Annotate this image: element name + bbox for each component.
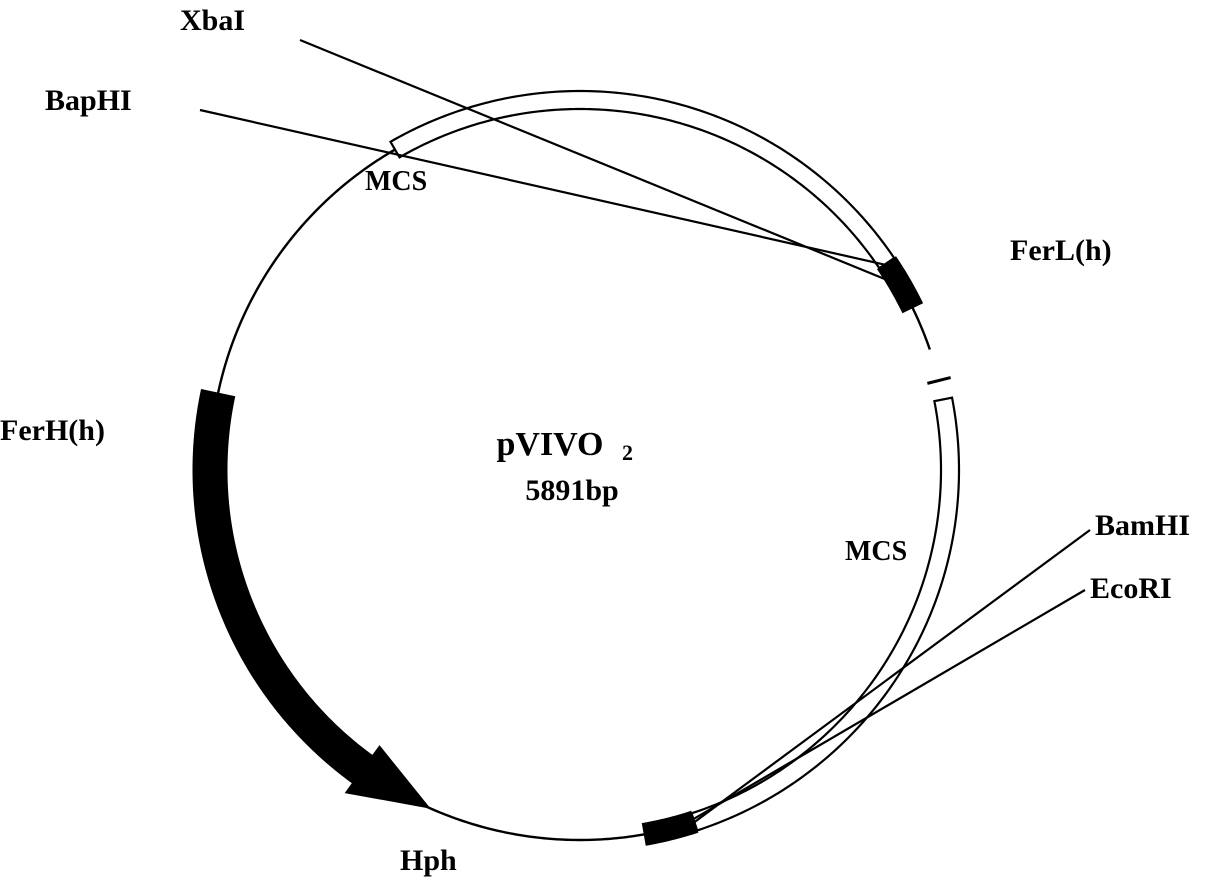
plasmid-map: FerL(h) MCS Hph FerH(h) MCS XbaI BapHI BamHI Eco…	[0, 0, 1218, 887]
callout-label-BapHI: BapHI	[45, 84, 132, 117]
callout-line-BamHI	[672, 530, 1090, 839]
feature-MCS2	[642, 811, 697, 845]
feature-FerL	[692, 398, 959, 831]
label-MCS1: MCS	[365, 166, 427, 197]
label-FerH: FerH(h)	[0, 414, 105, 447]
label-FerL: FerL(h)	[1010, 234, 1112, 267]
origin-tick	[927, 378, 950, 384]
callout-label-XbaI: XbaI	[180, 4, 245, 37]
feature-Hph	[193, 390, 430, 808]
plasmid-size: 5891bp	[525, 474, 618, 507]
callout-label-BamHI: BamHI	[1095, 509, 1190, 542]
label-MCS2: MCS	[845, 536, 907, 567]
plasmid-title: pVIVO 25891bp	[496, 426, 633, 507]
callout-line-BapHI	[200, 110, 902, 269]
plasmid-name-sub: 2	[622, 440, 633, 465]
plasmid-name: pVIVO	[496, 426, 603, 463]
callout-line-EcoRI	[653, 590, 1085, 843]
label-Hph: Hph	[400, 844, 457, 877]
callout-label-EcoRI: EcoRI	[1090, 572, 1172, 605]
